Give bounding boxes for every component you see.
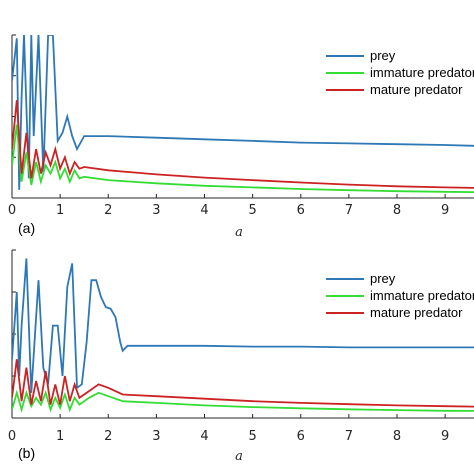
x-axis-label: a xyxy=(235,225,243,240)
x-tick-label: 3 xyxy=(152,429,160,444)
series-line-prey xyxy=(12,258,474,393)
x-tick-label: 2 xyxy=(104,429,112,444)
x-tick-label: 6 xyxy=(297,429,305,444)
x-tick-label: 0 xyxy=(8,429,16,444)
x-tick-label: 9 xyxy=(441,203,449,218)
series-line-mature-predator xyxy=(12,100,474,189)
x-tick-label: 6 xyxy=(297,203,305,218)
x-tick-label: 4 xyxy=(200,429,208,444)
x-tick-label: 7 xyxy=(345,429,353,444)
x-tick-label: 5 xyxy=(248,203,256,218)
legend-label-immature-predator: immature predator xyxy=(370,65,474,80)
x-tick-label: 1 xyxy=(56,203,64,218)
legend-label-prey: prey xyxy=(370,271,396,286)
x-tick-label: 0 xyxy=(8,203,16,218)
panel-label: (a) xyxy=(18,220,35,236)
x-tick-label: 9 xyxy=(441,429,449,444)
series-line-mature-predator xyxy=(12,359,474,408)
x-tick-label: 1 xyxy=(56,429,64,444)
x-tick-label: 8 xyxy=(393,429,401,444)
x-tick-label: 8 xyxy=(393,203,401,218)
x-axis-label: a xyxy=(235,449,243,464)
x-tick-label: 4 xyxy=(200,203,208,218)
x-tick-label: 7 xyxy=(345,203,353,218)
panel-label: (b) xyxy=(18,445,35,461)
series-line-prey xyxy=(12,35,474,190)
series-line-immature-predator xyxy=(12,389,474,413)
legend-label-mature-predator: mature predator xyxy=(370,82,463,97)
legend-label-immature-predator: immature predator xyxy=(370,288,474,303)
x-tick-label: 3 xyxy=(152,203,160,218)
series-line-immature-predator xyxy=(12,124,474,193)
legend-label-mature-predator: mature predator xyxy=(370,305,463,320)
legend-label-prey: prey xyxy=(370,48,396,63)
x-tick-label: 2 xyxy=(104,203,112,218)
x-tick-label: 5 xyxy=(248,429,256,444)
